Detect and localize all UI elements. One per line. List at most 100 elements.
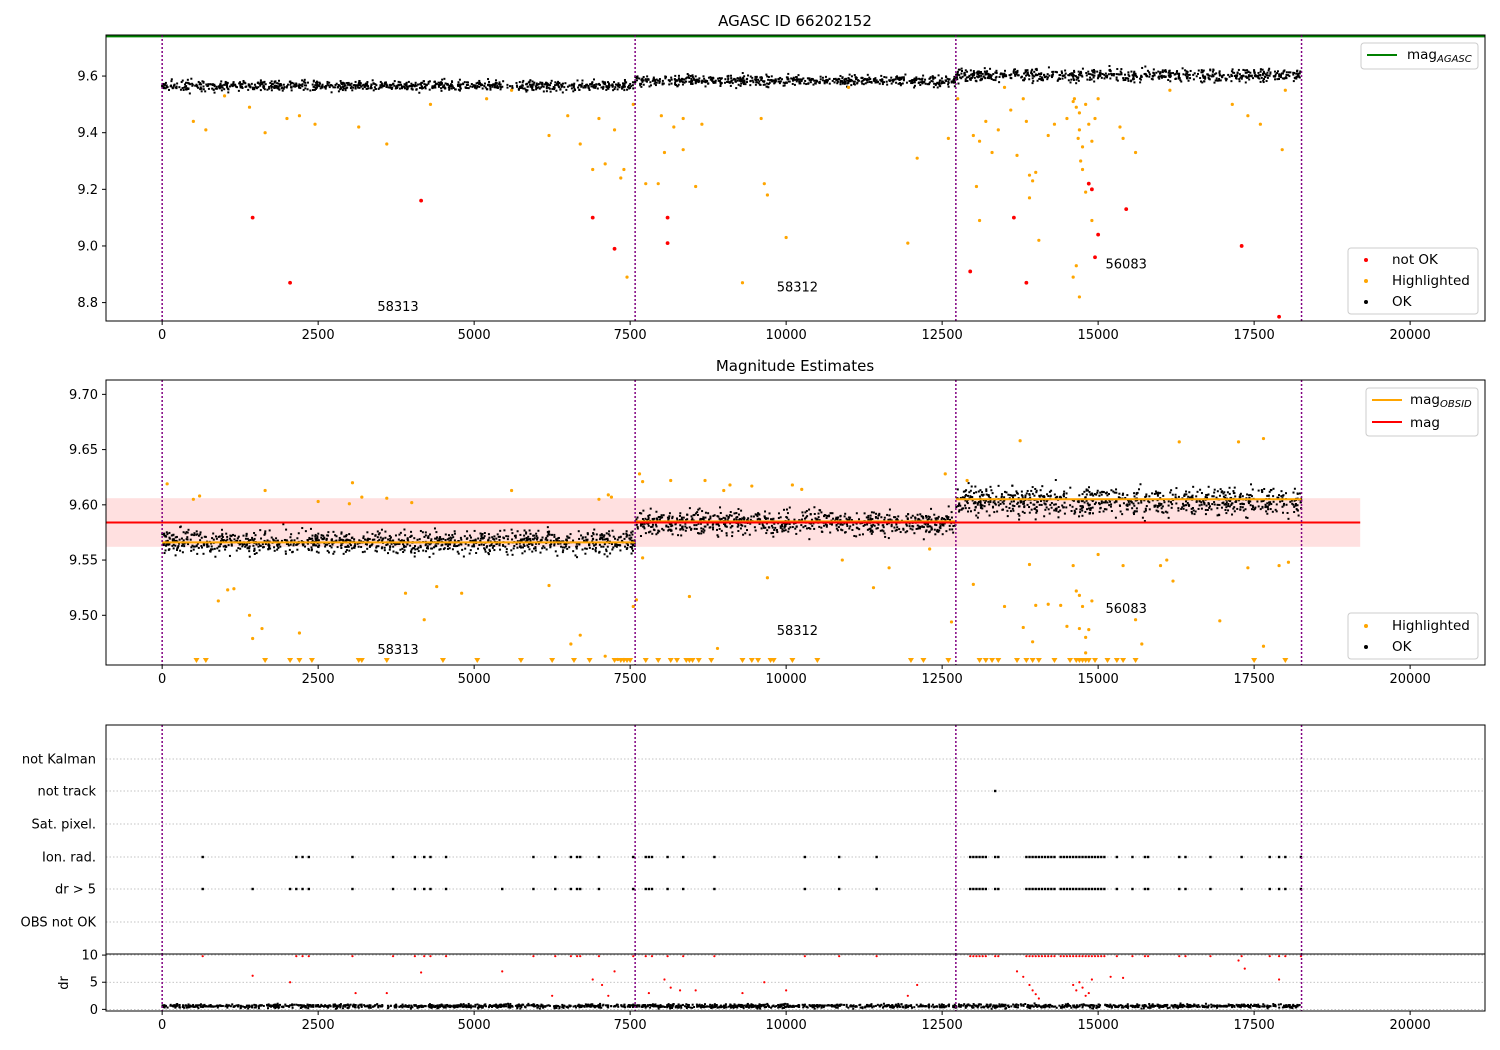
ok-point	[1163, 501, 1166, 504]
highlighted-points	[165, 436, 1291, 662]
ok-point	[870, 511, 873, 514]
ok-point	[1039, 500, 1042, 503]
ok-point	[506, 553, 509, 556]
ok-point	[1176, 72, 1179, 75]
ok-point	[1095, 493, 1098, 496]
ok-point	[880, 516, 883, 519]
ok-point	[450, 84, 453, 87]
ok-point	[699, 517, 702, 520]
ok-point	[1278, 73, 1281, 76]
ok-point	[1236, 507, 1239, 510]
ok-point	[195, 530, 198, 533]
ok-point	[246, 537, 249, 540]
ok-point	[601, 80, 604, 83]
ok-point	[1250, 495, 1253, 498]
ok-point	[685, 526, 688, 529]
ok-point	[166, 86, 169, 89]
ok-point	[326, 82, 329, 85]
ok-point	[590, 82, 593, 85]
ok-point	[440, 538, 443, 541]
ok-point	[401, 547, 404, 550]
ok-point	[549, 545, 552, 548]
ok-point	[1049, 503, 1052, 506]
ok-point	[941, 533, 944, 536]
ok-point	[930, 528, 933, 531]
ok-point	[212, 88, 215, 91]
ok-point	[527, 545, 530, 548]
ok-point	[1012, 496, 1015, 499]
ok-point	[594, 546, 597, 549]
ok-point	[181, 79, 184, 82]
ok-point	[972, 74, 975, 77]
ok-point	[1239, 508, 1242, 511]
ok-point	[351, 536, 354, 539]
ok-point	[1141, 66, 1144, 69]
ok-point	[545, 548, 548, 551]
ok-point	[247, 539, 250, 542]
ok-point	[807, 82, 810, 85]
ok-point	[533, 537, 536, 540]
ok-point	[576, 79, 579, 82]
ok-point	[767, 75, 770, 78]
ok-point	[282, 87, 285, 90]
ok-point	[976, 75, 979, 78]
ok-point	[1239, 76, 1242, 79]
ok-point	[309, 527, 312, 530]
ok-point	[632, 549, 635, 552]
ok-point	[934, 533, 937, 536]
ok-point	[735, 87, 738, 90]
ok-point	[739, 76, 742, 79]
ok-point	[1073, 509, 1076, 512]
ok-point	[848, 79, 851, 82]
ok-point	[990, 78, 993, 81]
ok-point	[526, 82, 529, 85]
ok-point	[385, 86, 388, 89]
ok-point	[1187, 495, 1190, 498]
ok-point	[845, 517, 848, 520]
ok-point	[406, 543, 409, 546]
ok-point	[651, 525, 654, 528]
ok-point	[496, 86, 499, 89]
ok-point	[897, 78, 900, 81]
y-tick-label: 9.6	[77, 70, 98, 85]
ok-point	[534, 85, 537, 88]
ok-point	[263, 88, 266, 91]
ok-point	[792, 79, 795, 82]
ok-point	[1216, 79, 1219, 82]
ok-point	[546, 530, 549, 533]
ok-point	[622, 83, 625, 86]
ok-point	[785, 515, 788, 518]
ok-point	[364, 84, 367, 87]
ok-point	[907, 513, 910, 516]
ok-point	[1130, 70, 1133, 73]
ok-point	[1093, 74, 1096, 77]
ok-point	[861, 82, 864, 85]
ok-point	[503, 529, 506, 532]
ok-point	[568, 546, 571, 549]
ok-point	[891, 530, 894, 533]
ok-point	[553, 544, 556, 547]
ok-point	[640, 523, 643, 526]
ok-point	[496, 533, 499, 536]
ok-point	[400, 87, 403, 90]
ok-point	[712, 76, 715, 79]
ok-point	[826, 81, 829, 84]
ok-point	[453, 539, 456, 542]
ok-point	[1072, 79, 1075, 82]
ok-point	[656, 518, 659, 521]
ok-point	[954, 81, 957, 84]
ok-point	[987, 73, 990, 76]
ok-point	[548, 87, 551, 90]
ok-point	[533, 81, 536, 84]
ok-point	[664, 75, 667, 78]
ok-point	[870, 524, 873, 527]
ok-point	[1106, 501, 1109, 504]
ok-point	[1045, 500, 1048, 503]
ok-point	[1261, 72, 1264, 75]
ok-point	[320, 534, 323, 537]
ok-point	[841, 523, 844, 526]
ok-point	[1287, 517, 1290, 520]
ok-point	[219, 542, 222, 545]
ok-point	[562, 549, 565, 552]
